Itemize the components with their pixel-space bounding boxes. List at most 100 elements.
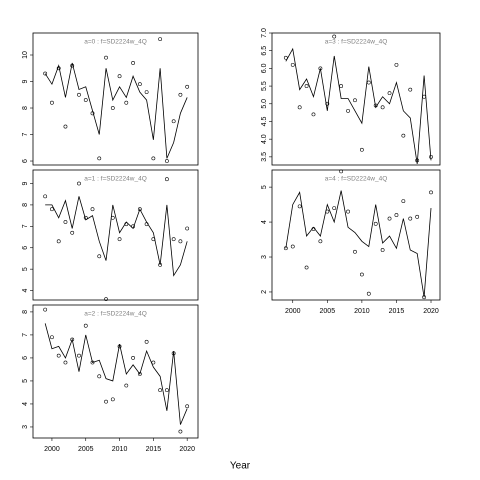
observation-point	[104, 55, 108, 60]
y-tick-label: 10	[22, 51, 29, 59]
observation-point	[178, 429, 183, 434]
observation-point	[304, 265, 309, 270]
observation-point	[77, 181, 81, 186]
observation-point	[408, 87, 413, 92]
y-tick-label: 5	[22, 267, 29, 271]
observation-point	[77, 353, 81, 358]
observation-point	[387, 216, 392, 221]
observation-point	[325, 101, 330, 106]
observation-point	[151, 360, 156, 365]
observation-point	[346, 209, 350, 214]
observation-point	[394, 62, 399, 67]
observation-point	[171, 119, 176, 124]
observation-point	[164, 177, 169, 182]
observation-point	[131, 224, 135, 229]
observation-point	[171, 237, 176, 242]
y-tick-label: 7	[22, 224, 29, 228]
y-tick-label: 6	[22, 246, 29, 250]
observation-point	[97, 374, 102, 379]
observation-point	[97, 156, 102, 161]
y-tick-label: 7.0	[261, 28, 268, 38]
x-tick-label: 2020	[179, 446, 195, 453]
observation-point	[318, 66, 323, 71]
observation-point	[77, 92, 81, 97]
y-tick-label: 9	[22, 79, 29, 83]
observation-point	[339, 84, 344, 88]
observation-point	[185, 226, 190, 231]
observation-point	[50, 207, 54, 212]
observation-point	[178, 239, 183, 244]
observation-point	[83, 215, 88, 220]
observation-point	[401, 133, 406, 138]
observation-point	[353, 98, 357, 103]
observation-point	[318, 239, 323, 244]
y-tick-label: 5.5	[261, 81, 268, 91]
observation-point	[70, 337, 75, 342]
observation-point	[311, 112, 316, 117]
y-tick-label: 4	[22, 402, 29, 406]
observation-point	[50, 100, 54, 105]
y-tick-label: 6.0	[261, 63, 268, 73]
observation-point	[90, 360, 95, 365]
observation-point	[332, 206, 337, 210]
panel-title: a=4 : f=SD2224w_4Q	[325, 176, 388, 183]
y-tick-label: 4	[261, 220, 268, 224]
observation-point	[359, 272, 364, 277]
y-tick-label: 3	[22, 425, 29, 429]
observation-point	[158, 37, 163, 41]
y-tick-label: 7	[22, 132, 29, 136]
x-tick-label: 2015	[146, 446, 162, 453]
observation-point	[290, 244, 295, 249]
observation-point	[394, 213, 399, 217]
observation-point	[185, 404, 190, 409]
observation-point	[104, 297, 108, 302]
observation-point	[415, 158, 420, 163]
panel-frame	[32, 169, 199, 301]
observation-point	[290, 62, 295, 67]
observation-point	[137, 82, 142, 87]
observation-point	[353, 249, 357, 254]
observation-point	[90, 207, 95, 212]
observation-point	[50, 335, 54, 340]
observation-point	[104, 399, 108, 404]
observation-point	[158, 262, 163, 267]
observation-point	[422, 94, 426, 99]
observation-point	[429, 190, 433, 195]
observation-point	[43, 194, 48, 199]
panel-title: a=3 : f=SD2224w_4Q	[325, 39, 388, 46]
y-tick-label: 5	[261, 185, 268, 189]
observation-point	[137, 207, 142, 212]
observation-point	[387, 91, 392, 96]
panel-title: a=1 : f=SD2224w_4Q	[84, 176, 147, 183]
observation-point	[63, 360, 68, 365]
y-tick-label: 6	[22, 356, 29, 360]
x-tick-label: 2000	[285, 308, 301, 315]
observation-point	[63, 220, 68, 224]
observation-point	[380, 248, 385, 252]
observation-point	[373, 103, 378, 108]
observation-point	[151, 156, 156, 161]
x-axis-label: Year	[230, 461, 251, 472]
observation-point	[43, 307, 48, 312]
observation-point	[158, 388, 163, 393]
y-tick-label: 3.5	[261, 152, 268, 162]
observation-point	[151, 237, 156, 242]
y-tick-label: 4.0	[261, 134, 268, 144]
observation-point	[43, 71, 48, 76]
observation-point	[408, 216, 413, 221]
y-tick-label: 2	[261, 290, 268, 294]
observation-point	[373, 221, 378, 226]
x-tick-label: 2010	[112, 446, 128, 453]
observation-point	[164, 159, 169, 163]
observation-point	[56, 353, 61, 358]
observation-point	[124, 100, 129, 105]
y-tick-label: 3	[261, 255, 268, 259]
fit-line	[44, 62, 188, 159]
x-tick-label: 2010	[354, 308, 370, 315]
observation-point	[110, 397, 115, 402]
observation-point	[110, 215, 115, 220]
y-tick-label: 6	[22, 159, 29, 163]
x-tick-label: 2005	[320, 308, 336, 315]
observation-point	[366, 80, 371, 85]
